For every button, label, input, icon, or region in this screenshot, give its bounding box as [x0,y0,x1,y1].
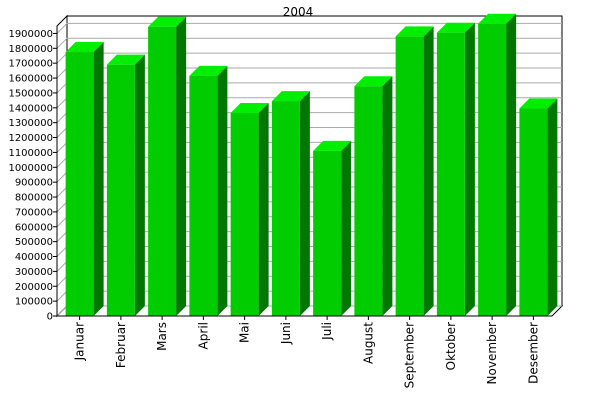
x-tick-label: Oktober [444,322,458,370]
bars [65,13,558,317]
y-tick-label: 400000 [15,252,53,263]
x-tick-label: Januar [73,322,87,361]
bar-front [313,150,342,316]
x-tick-label: Juli [320,322,334,341]
y-tick-label: 100000 [15,297,53,308]
y-tick-label: 1900000 [8,29,53,40]
x-tick-label: Mars [155,322,169,351]
bar-januar [65,42,104,317]
bar-front [230,113,259,316]
bar-side [176,16,187,316]
y-tick-label: 700000 [15,207,53,218]
bar-front [106,64,135,317]
bar-front [478,23,507,317]
bar-side [423,26,434,317]
y-axis: 0 100000 200000 300000 400000 500000 600000 700… [8,26,58,323]
bar-side [134,54,145,317]
bar-juni [271,91,310,316]
x-tick-label: Februar [114,322,128,368]
bar-front [271,101,300,316]
bar-top [271,91,310,102]
y-tick-label: 800000 [15,193,53,204]
x-tick-label: Juni [279,322,293,345]
y-tick-label: 1700000 [8,59,53,70]
bar-top [106,54,145,65]
y-tick-label: 1200000 [8,133,53,144]
x-tick-label: April [196,322,210,349]
bar-top [230,103,269,113]
y-tick-label: 1000000 [8,163,53,174]
bar-top [436,22,475,33]
bar-top [354,76,393,87]
bar-top [519,98,558,109]
y-tick-label: 1600000 [8,74,53,85]
bar-august [354,76,393,316]
bar-side [93,42,104,317]
bar-side [217,65,228,316]
bar-front [519,108,548,317]
y-tick-label: 1500000 [8,88,53,99]
y-tick-label: 0 [47,312,53,323]
bar-mars [148,16,187,316]
bar-top [478,13,517,24]
gridline [56,22,562,34]
x-tick-label: August [361,322,375,364]
bar-side [341,140,352,316]
bar-top [313,140,352,151]
bar-mai [230,103,269,316]
y-tick-label: 300000 [15,267,53,278]
bar-side [547,98,558,317]
y-tick-label: 500000 [15,237,53,248]
y-tick-label: 1800000 [8,44,53,55]
bar-top [395,26,434,37]
bar-top [65,42,104,53]
y-tick-label: 1400000 [8,103,53,114]
bar-front [65,52,94,317]
bar-side [258,103,269,316]
bar-september [395,26,434,317]
bar-front [436,32,465,316]
x-tick-label: September [403,322,417,388]
bar-side [464,22,475,316]
bar-side [506,13,517,317]
bar-front [148,26,177,316]
bar-oktober [436,22,475,316]
y-tick-label: 1100000 [8,148,53,159]
x-tick-label: November [485,322,499,384]
y-tick-label: 1300000 [8,118,53,129]
bar-juli [313,140,352,316]
bar-front [395,36,424,317]
bar-front [354,86,383,316]
x-tick-label: Desember [526,322,540,384]
bar-november [478,13,517,317]
bar-april [189,65,228,316]
x-tick-label: Mai [238,322,252,343]
bar-side [382,76,393,316]
y-tick-label: 200000 [15,282,53,293]
bar-front [189,75,218,316]
bar-desember [519,98,558,317]
bar-februar [106,54,145,317]
bar-top [148,16,187,27]
bar-top [189,65,228,76]
bar-side [299,91,310,316]
y-tick-label: 600000 [15,222,53,233]
y-tick-label: 900000 [15,178,53,189]
x-axis: Januar Februar Mars April Mai Juni Juli August S… [57,315,552,388]
